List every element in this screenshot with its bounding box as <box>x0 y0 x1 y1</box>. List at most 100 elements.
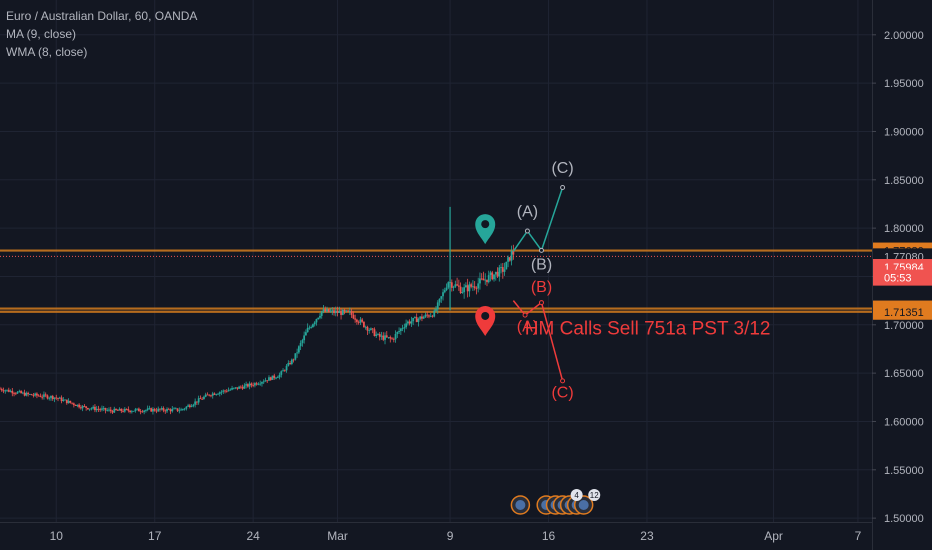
candle-body <box>345 310 348 312</box>
candle-body <box>116 410 119 411</box>
candle-body <box>282 370 284 372</box>
candle-body <box>421 316 423 319</box>
candle-body <box>264 380 267 382</box>
candle-body <box>222 390 225 392</box>
candle-body <box>211 393 214 396</box>
candle-body <box>480 278 483 280</box>
candle-body <box>187 405 190 407</box>
candle-body <box>18 391 21 392</box>
candle-body <box>81 406 84 409</box>
candle-body <box>155 410 158 412</box>
candle-body <box>69 400 72 403</box>
candle-body <box>496 271 499 277</box>
event-count-badge[interactable]: 4 <box>570 489 583 501</box>
candle-body <box>90 408 93 410</box>
candle-body <box>16 391 19 394</box>
candle-body <box>320 311 323 316</box>
candle-body <box>503 269 506 272</box>
bullish-pin-icon[interactable] <box>475 214 496 245</box>
candle-body <box>324 309 327 312</box>
candle-body <box>457 285 460 287</box>
price-tick-label: 1.60000 <box>884 416 924 428</box>
candle-body <box>64 399 66 401</box>
candle-body <box>473 286 476 289</box>
event-flag-icon[interactable] <box>573 495 594 515</box>
candle-body <box>169 409 172 412</box>
candle-body <box>417 318 420 323</box>
candle-body <box>287 362 290 366</box>
event-count-badge[interactable]: 12 <box>588 489 601 501</box>
candle-body <box>283 370 286 372</box>
candle-body <box>78 404 81 408</box>
candle-body <box>299 342 302 347</box>
chart-legend: Euro / Australian Dollar, 60, OANDA MA (… <box>6 7 197 61</box>
candle-body <box>348 311 351 312</box>
candle-body <box>201 398 204 400</box>
price-tick-label: 1.70000 <box>884 320 924 332</box>
candle-body <box>289 362 291 364</box>
candle-body <box>194 401 197 405</box>
candle-body <box>466 285 469 292</box>
wma-indicator-label[interactable]: WMA (8, close) <box>6 45 88 59</box>
candle-body <box>106 410 109 411</box>
candle-body <box>122 411 124 412</box>
candle-body <box>470 284 473 287</box>
candle-body <box>208 394 211 396</box>
bullish-wave-point <box>560 185 566 191</box>
candle-body <box>468 284 471 292</box>
candle-body <box>410 321 413 324</box>
candle-body <box>166 408 168 412</box>
candle-body <box>36 393 38 396</box>
candle-body <box>137 408 140 412</box>
bearish-wave-label: (B) <box>531 279 552 296</box>
candle-body <box>30 394 33 396</box>
candle-body <box>97 408 100 410</box>
candle-body <box>224 390 226 392</box>
candle-body <box>57 398 59 399</box>
event-markers: 4 12 <box>510 489 601 515</box>
candle-body <box>454 284 457 287</box>
candle-body <box>313 322 316 325</box>
candle-body <box>48 397 51 399</box>
candle-body <box>199 398 202 400</box>
candle-body <box>312 324 314 328</box>
candle-body <box>108 409 110 411</box>
time-tick-label: 7 <box>855 529 862 543</box>
price-tick-label: 1.80000 <box>884 223 924 235</box>
candle-body <box>238 386 240 389</box>
event-flag-icon[interactable] <box>510 495 531 515</box>
candle-body <box>273 375 276 378</box>
candle-body <box>127 409 130 411</box>
symbol-title[interactable]: Euro / Australian Dollar, 60, OANDA <box>6 9 198 23</box>
candle-body <box>271 375 274 380</box>
bearish-pin-icon[interactable] <box>475 305 496 336</box>
candle-body <box>384 335 386 340</box>
candle-body <box>447 282 450 288</box>
candle-body <box>486 279 488 283</box>
candle-body <box>352 314 355 319</box>
candle-body <box>459 286 462 294</box>
candle-body <box>232 387 235 389</box>
candle-body <box>482 278 485 281</box>
price-axis-tag-label: 05:53 <box>884 273 912 285</box>
candle-body <box>171 408 174 412</box>
candle-body <box>399 328 402 332</box>
candle-body <box>153 409 156 411</box>
candle-body <box>301 340 304 343</box>
candle-body <box>403 327 406 329</box>
candle-body <box>62 399 65 402</box>
bullish-wave-point <box>524 228 530 234</box>
candle-body <box>438 298 441 303</box>
candle-body <box>167 408 170 410</box>
candle-body <box>433 310 436 317</box>
candle-body <box>508 257 511 261</box>
candle-body <box>412 317 415 322</box>
candle-body <box>398 331 400 333</box>
price-tick-label: 1.90000 <box>884 126 924 138</box>
candle-body <box>67 400 70 404</box>
candle-body <box>484 279 487 281</box>
candle-body <box>181 409 184 410</box>
ma-indicator-label[interactable]: MA (9, close) <box>6 27 77 41</box>
candle-body <box>394 333 397 340</box>
